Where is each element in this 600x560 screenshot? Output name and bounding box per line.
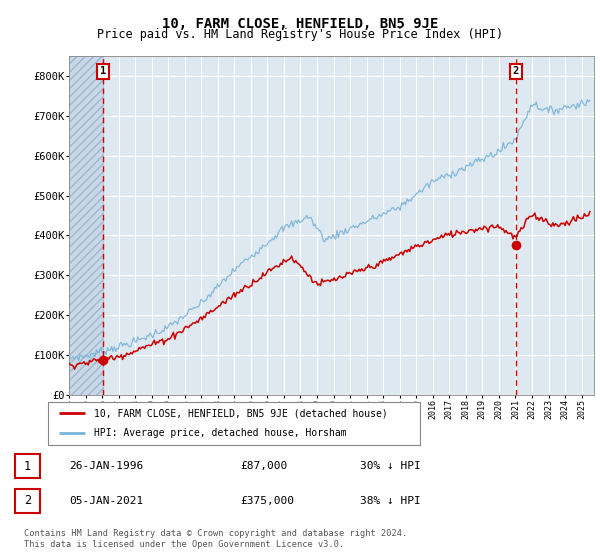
Text: 1: 1 bbox=[24, 460, 31, 473]
Text: HPI: Average price, detached house, Horsham: HPI: Average price, detached house, Hors… bbox=[95, 428, 347, 438]
Text: 26-JAN-1996: 26-JAN-1996 bbox=[69, 461, 143, 471]
Text: 10, FARM CLOSE, HENFIELD, BN5 9JE (detached house): 10, FARM CLOSE, HENFIELD, BN5 9JE (detac… bbox=[95, 408, 388, 418]
Bar bbox=[15, 454, 40, 478]
Text: 1: 1 bbox=[100, 66, 106, 76]
Bar bbox=[69, 56, 103, 395]
Text: 2: 2 bbox=[24, 494, 31, 507]
Text: Contains HM Land Registry data © Crown copyright and database right 2024.
This d: Contains HM Land Registry data © Crown c… bbox=[24, 529, 407, 549]
Text: 2: 2 bbox=[512, 66, 519, 76]
Text: 30% ↓ HPI: 30% ↓ HPI bbox=[360, 461, 421, 471]
Text: 38% ↓ HPI: 38% ↓ HPI bbox=[360, 496, 421, 506]
Text: 10, FARM CLOSE, HENFIELD, BN5 9JE: 10, FARM CLOSE, HENFIELD, BN5 9JE bbox=[162, 17, 438, 31]
Text: £375,000: £375,000 bbox=[240, 496, 294, 506]
Text: Price paid vs. HM Land Registry's House Price Index (HPI): Price paid vs. HM Land Registry's House … bbox=[97, 28, 503, 41]
Bar bbox=[69, 56, 103, 395]
Text: 05-JAN-2021: 05-JAN-2021 bbox=[69, 496, 143, 506]
Text: £87,000: £87,000 bbox=[240, 461, 287, 471]
Bar bbox=[15, 489, 40, 513]
